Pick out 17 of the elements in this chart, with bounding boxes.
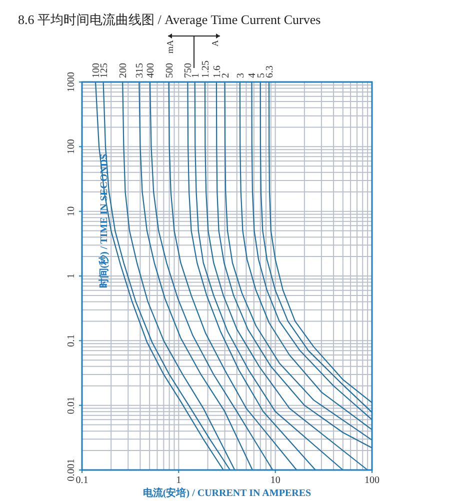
- text: A: [210, 40, 220, 46]
- x-tick-label: 10: [270, 475, 280, 486]
- y-tick-label: 1000: [66, 72, 77, 92]
- y-tick-label: 1: [66, 274, 77, 278]
- x-axis-title: 电流(安培) / CURRENT IN AMPERES: [142, 487, 312, 499]
- y-tick-label: 10: [66, 206, 77, 216]
- chart-title: 8.6 平均时间电流曲线图 / Average Time Current Curves: [18, 12, 321, 27]
- series-labels: 100 125 200 315 400 500 750 1 1.25 1.6 2 3 4 5 6.3: [91, 60, 276, 78]
- y-tick-label: 0.1: [66, 334, 77, 347]
- text: mA: [165, 40, 175, 54]
- x-tick-label: 100: [364, 475, 380, 486]
- y-tick-label: 0.001: [66, 458, 77, 482]
- y-tick-label: 100: [66, 139, 77, 154]
- y-axis-title: 时间(秒) / TIME IN SECONDS: [98, 153, 110, 288]
- x-tick-label: 0.1: [76, 475, 88, 486]
- x-tick-label: 1: [176, 475, 182, 486]
- y-tick-label: 0.01: [66, 396, 77, 414]
